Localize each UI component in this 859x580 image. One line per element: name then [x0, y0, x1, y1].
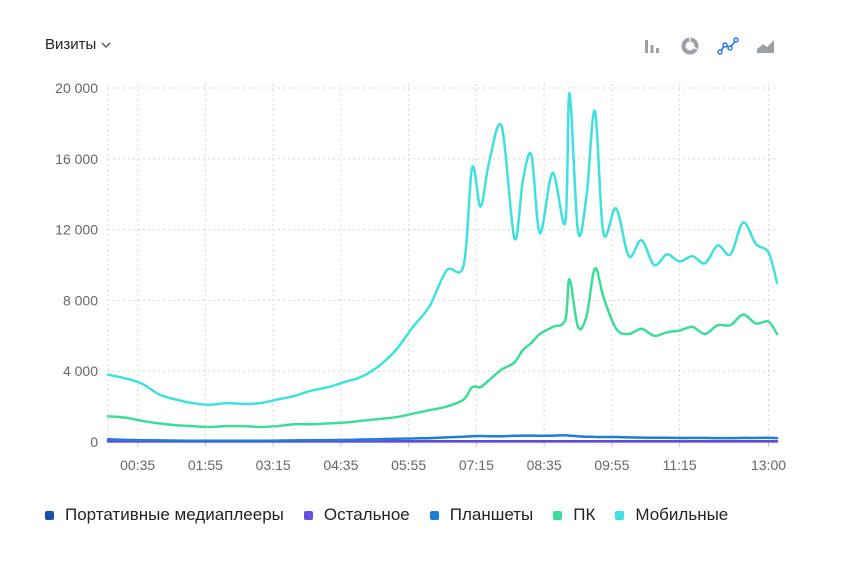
metric-label: Визиты — [45, 36, 97, 53]
legend-swatch — [45, 510, 54, 520]
x-tick-label: 11:15 — [663, 457, 697, 473]
chevron-down-icon — [101, 42, 111, 48]
x-tick-label: 05:55 — [391, 457, 426, 473]
x-tick-label: 07:15 — [459, 457, 494, 473]
legend-item-media-players[interactable]: Портативные медиаплееры — [45, 505, 284, 525]
legend-swatch — [303, 510, 313, 520]
y-tick-label: 4 000 — [63, 363, 98, 379]
x-tick-label: 04:35 — [323, 457, 358, 473]
y-tick-label: 8 000 — [63, 292, 98, 308]
legend-item-other[interactable]: Остальное — [303, 505, 410, 525]
legend-label: Мобильные — [635, 505, 729, 524]
series-line-2 — [106, 434, 779, 443]
pie-chart-icon — [681, 37, 699, 55]
legend-label: Портативные медиаплееры — [65, 505, 284, 524]
y-tick-label: 20 000 — [55, 80, 98, 96]
line-chart: 0 4 000 8 000 12 000 16 000 20 000 00:35 01:55 0… — [55, 80, 786, 473]
series-line-4 — [106, 92, 779, 407]
y-tick-label: 12 000 — [55, 222, 98, 238]
legend-swatch — [615, 510, 625, 520]
bar-chart-button[interactable] — [640, 34, 664, 58]
series-line-3 — [106, 267, 779, 429]
pie-chart-button[interactable] — [678, 34, 702, 58]
x-tick-label: 13:00 — [751, 457, 786, 473]
metric-dropdown[interactable]: Визиты — [45, 36, 112, 53]
y-tick-label: 0 — [90, 434, 98, 450]
legend-swatch — [553, 510, 563, 520]
area-chart-icon — [757, 40, 774, 53]
x-tick-label: 01:55 — [188, 457, 223, 473]
x-tick-label: 08:35 — [527, 457, 562, 473]
line-chart-icon — [717, 37, 739, 55]
legend-item-pc[interactable]: ПК — [553, 505, 595, 525]
y-tick-label: 16 000 — [55, 151, 98, 167]
legend-item-mobile[interactable]: Мобильные — [615, 505, 728, 525]
line-chart-button[interactable] — [716, 34, 740, 58]
legend-swatch — [429, 510, 439, 520]
chart-legend: Портативные медиаплееры Остальное Планше… — [45, 505, 728, 525]
chart-type-toolbar — [640, 34, 778, 58]
area-chart-button[interactable] — [754, 34, 778, 58]
x-tick-label: 09:55 — [594, 457, 629, 473]
legend-label: ПК — [573, 505, 596, 524]
x-tick-label: 00:35 — [120, 457, 155, 473]
legend-label: Планшеты — [449, 505, 534, 524]
bar-chart-icon — [645, 40, 659, 53]
legend-item-tablets[interactable]: Планшеты — [429, 505, 534, 525]
x-tick-label: 03:15 — [256, 457, 291, 473]
legend-label: Остальное — [323, 505, 410, 524]
